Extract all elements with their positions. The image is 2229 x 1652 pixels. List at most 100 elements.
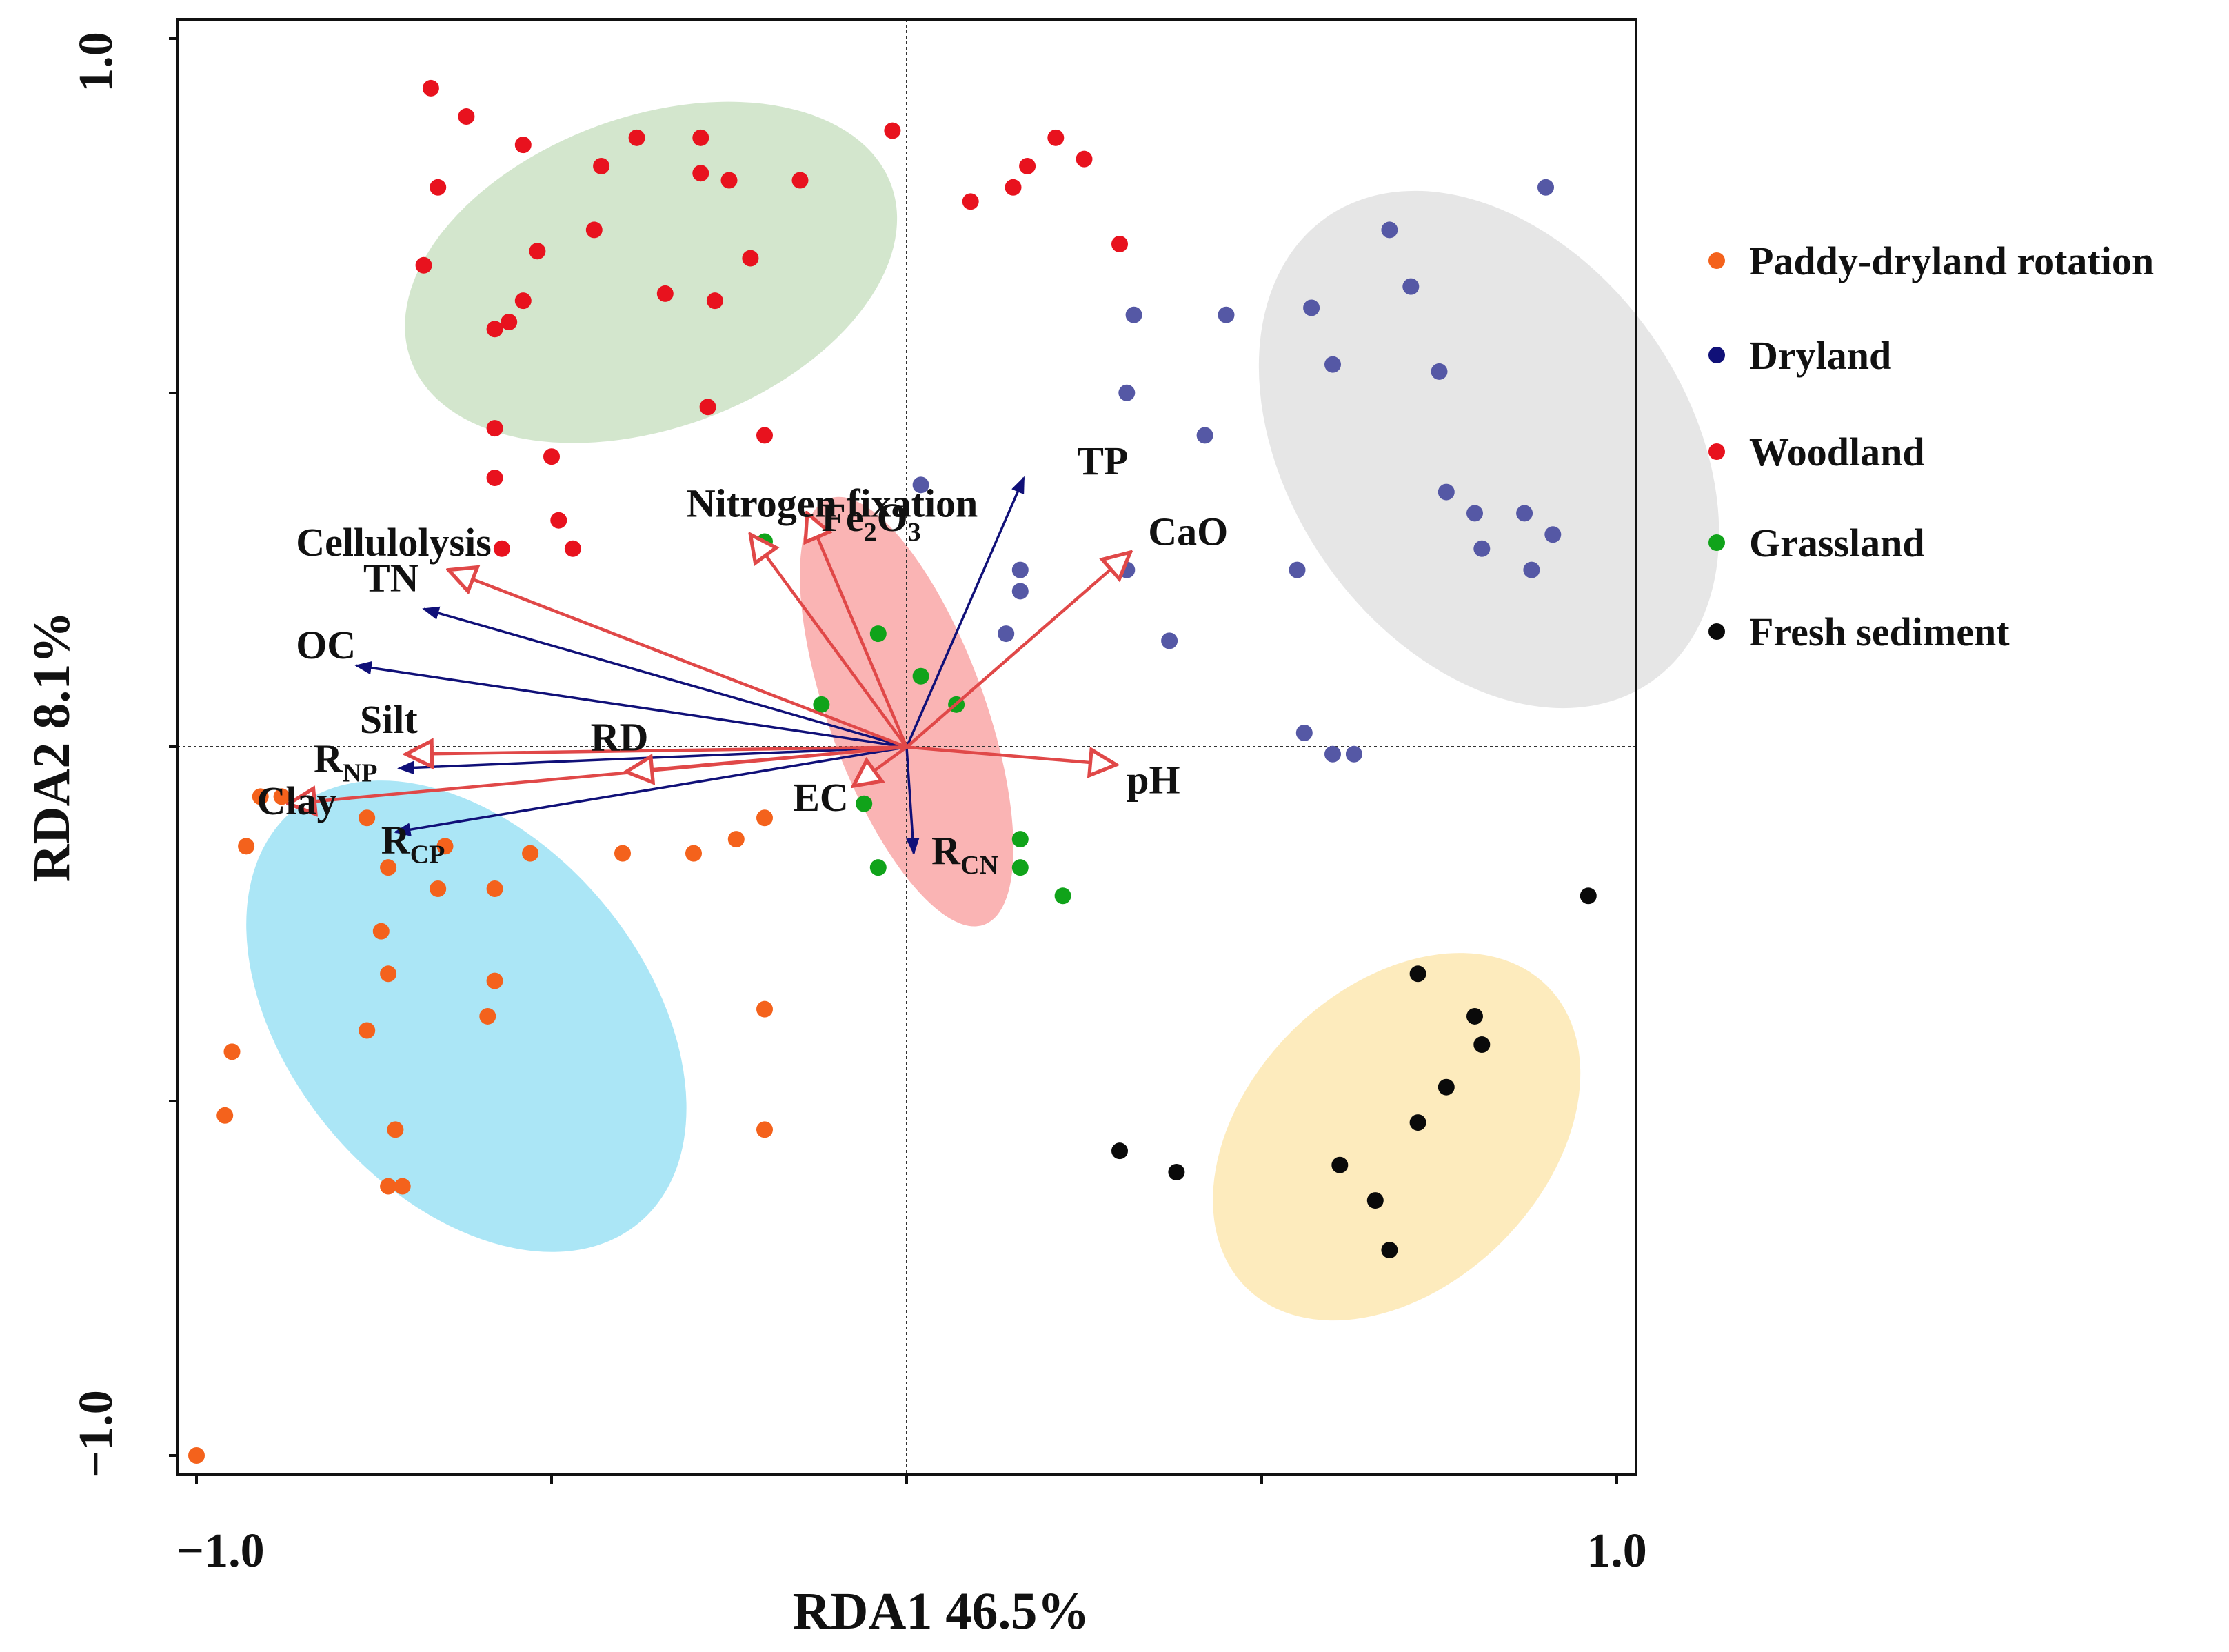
data-point — [486, 880, 503, 897]
vector-arrow — [626, 745, 907, 772]
data-point — [685, 845, 702, 862]
data-point — [1011, 561, 1029, 578]
data-point — [656, 285, 674, 302]
data-point — [1011, 583, 1029, 600]
data-point — [216, 1107, 234, 1124]
data-point — [501, 314, 518, 330]
data-point — [359, 1022, 376, 1039]
vector-label: Clay — [257, 778, 337, 823]
data-point — [514, 137, 532, 154]
legend-marker — [1708, 252, 1725, 269]
vector-arrow — [449, 570, 907, 749]
vector-label: TN — [363, 555, 419, 600]
data-point — [380, 965, 397, 983]
legend-item: Woodland — [1708, 430, 1925, 474]
data-point — [479, 1007, 496, 1025]
data-point — [1466, 1007, 1483, 1025]
legend-label: Fresh sediment — [1749, 610, 2010, 654]
axis-titles: RDA1 46.5% RDA2 8.1% — [23, 612, 1089, 1640]
data-point — [1118, 384, 1136, 401]
data-point — [614, 845, 631, 862]
vector-arrow — [906, 745, 1116, 765]
data-point — [1438, 483, 1455, 501]
data-point — [359, 809, 376, 827]
legend-marker — [1708, 534, 1725, 551]
data-point — [706, 292, 723, 310]
data-point — [1438, 1078, 1455, 1096]
data-point — [493, 540, 510, 557]
data-point — [692, 129, 709, 146]
data-point — [1011, 859, 1029, 876]
data-point — [1537, 179, 1554, 196]
data-point — [1473, 1036, 1491, 1054]
vector-label: Cellulolysis — [296, 520, 492, 565]
data-point — [1005, 179, 1022, 196]
group-ellipse — [1213, 953, 1581, 1321]
data-point — [1303, 299, 1320, 316]
vector-label: EC — [793, 775, 849, 820]
data-point — [422, 79, 439, 97]
data-point — [1161, 632, 1178, 649]
data-point — [1324, 356, 1341, 373]
group-ellipse — [800, 496, 1013, 927]
data-point — [1111, 1142, 1128, 1160]
legend-item: Grassland — [1708, 521, 1925, 565]
data-point — [593, 157, 610, 174]
vector-label: TP — [1077, 439, 1128, 483]
data-point — [238, 838, 255, 855]
data-point — [1381, 1242, 1398, 1259]
vector-arrow — [905, 476, 1025, 748]
data-point — [791, 172, 809, 189]
data-point — [1076, 150, 1093, 168]
vector-arrow — [905, 747, 920, 856]
data-point — [1054, 887, 1071, 905]
data-point — [436, 838, 454, 855]
data-point — [912, 476, 929, 494]
data-point — [1402, 278, 1420, 295]
vector-label: OC — [296, 623, 356, 667]
data-point — [756, 809, 773, 827]
y-tick-label-min: −1.0 — [70, 1390, 123, 1478]
legend-marker — [1708, 347, 1725, 363]
group-vectors — [289, 476, 1131, 856]
data-point — [372, 923, 390, 940]
vector-arrow — [807, 513, 909, 748]
data-point — [1196, 427, 1213, 444]
data-point — [1466, 505, 1483, 522]
data-point — [486, 470, 503, 487]
legend-label: Dryland — [1749, 333, 1891, 378]
data-point — [430, 179, 447, 196]
group-ellipses — [246, 101, 1719, 1321]
legend-item: Dryland — [1708, 333, 1891, 378]
data-point — [1544, 526, 1562, 543]
data-point — [1019, 157, 1036, 174]
data-point — [1331, 1156, 1349, 1173]
data-point — [1218, 306, 1235, 323]
data-point — [628, 129, 645, 146]
vector-arrow — [422, 606, 907, 749]
legend-label: Woodland — [1749, 430, 1925, 474]
data-point — [884, 122, 901, 139]
vector-arrow — [905, 552, 1130, 749]
data-point — [543, 448, 560, 465]
data-point — [1168, 1164, 1185, 1180]
data-point — [962, 193, 979, 210]
data-point — [856, 795, 873, 812]
data-point — [869, 859, 887, 876]
y-axis-title: RDA2 8.1% — [23, 612, 81, 883]
data-point — [252, 788, 269, 805]
vector-label: Silt — [360, 697, 418, 742]
data-point — [1289, 561, 1306, 578]
data-point — [415, 256, 432, 274]
data-point — [756, 1121, 773, 1138]
vector-label: RD — [591, 715, 649, 760]
data-point — [692, 165, 709, 182]
group-points — [188, 79, 1597, 1464]
data-point — [1409, 1114, 1426, 1131]
data-point — [430, 880, 447, 897]
data-point — [727, 831, 745, 848]
data-point — [998, 625, 1015, 643]
data-point — [564, 540, 581, 557]
x-axis-title: RDA1 46.5% — [793, 1582, 1090, 1640]
